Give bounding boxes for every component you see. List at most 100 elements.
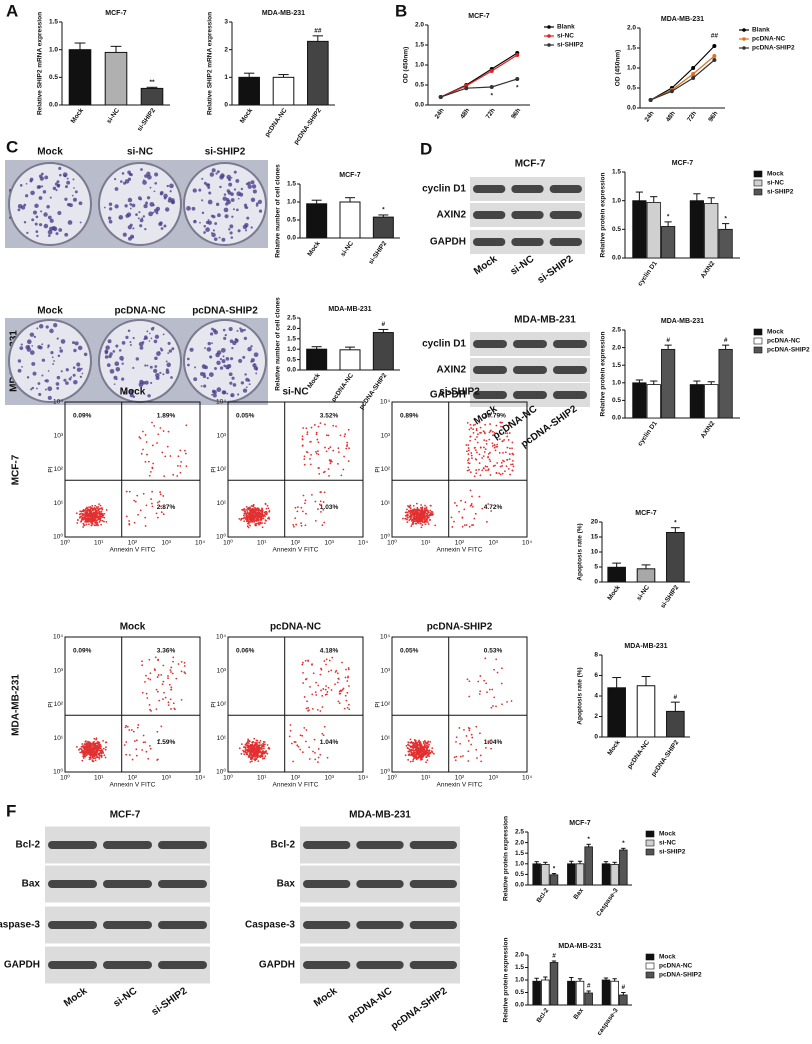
event	[291, 743, 293, 745]
event	[324, 492, 326, 494]
event	[422, 512, 424, 514]
significance: ##	[314, 28, 322, 35]
event	[470, 471, 472, 473]
event	[417, 754, 419, 756]
event	[257, 516, 259, 518]
event	[509, 453, 511, 455]
event	[480, 432, 482, 434]
bar	[141, 88, 163, 105]
y-tick-label: 4	[594, 693, 598, 700]
colony	[234, 171, 237, 174]
event	[251, 748, 253, 750]
event	[78, 749, 80, 751]
colony	[246, 217, 249, 220]
event	[460, 756, 462, 758]
event	[162, 698, 164, 700]
event	[415, 523, 417, 525]
event	[301, 664, 303, 666]
event	[311, 663, 313, 665]
event	[502, 452, 504, 454]
event	[480, 474, 482, 476]
event	[181, 670, 183, 672]
event	[243, 751, 245, 753]
event	[430, 505, 432, 507]
event	[481, 457, 483, 459]
colony	[224, 193, 226, 195]
event	[337, 447, 339, 449]
event	[470, 427, 472, 429]
colony	[242, 356, 245, 359]
y-tick-label: 10⁴	[380, 634, 390, 641]
event	[323, 734, 325, 736]
event	[310, 441, 312, 443]
colony	[238, 359, 242, 363]
event	[466, 735, 468, 737]
event	[267, 505, 269, 507]
colony	[193, 377, 197, 381]
event	[86, 742, 88, 744]
legend-label: pcDNA-SHIP2	[767, 347, 810, 354]
colony	[58, 355, 60, 357]
event	[458, 511, 460, 513]
event	[249, 761, 251, 763]
event	[85, 753, 87, 755]
event	[475, 513, 477, 515]
colony	[18, 204, 23, 209]
event	[408, 754, 410, 756]
event	[453, 521, 455, 523]
event	[97, 751, 99, 753]
colony	[41, 343, 43, 345]
event	[307, 451, 309, 453]
event	[318, 453, 320, 455]
colony	[58, 228, 62, 232]
colony	[59, 347, 61, 349]
colony	[46, 205, 50, 209]
event	[314, 424, 316, 426]
event	[100, 745, 102, 747]
colony	[120, 180, 123, 183]
event	[136, 739, 138, 741]
band	[48, 841, 97, 849]
colony	[53, 227, 58, 232]
colony	[187, 358, 190, 361]
colony	[152, 204, 154, 206]
event	[150, 471, 152, 473]
colony	[223, 329, 226, 332]
y-tick-label: 1.0	[415, 62, 424, 69]
event	[406, 511, 408, 513]
event	[248, 746, 250, 748]
y-axis-label: Relative protein expression	[600, 332, 607, 417]
event	[148, 461, 150, 463]
colony	[115, 345, 118, 348]
event	[324, 726, 326, 728]
event	[173, 702, 175, 704]
colony	[41, 374, 43, 376]
band	[303, 921, 350, 929]
event	[413, 751, 415, 753]
y-tick-label: 1.0	[49, 46, 58, 53]
event	[144, 741, 146, 743]
event	[93, 753, 95, 755]
event	[429, 515, 431, 517]
colony	[233, 383, 237, 387]
event	[309, 458, 311, 460]
blot-title: MDA-MB-231	[514, 315, 576, 326]
event	[169, 669, 171, 671]
event	[485, 448, 487, 450]
bar	[533, 864, 541, 885]
event	[256, 740, 258, 742]
event	[93, 757, 95, 759]
event	[411, 753, 413, 755]
quadrant-percent: 1.04%	[484, 739, 503, 746]
event	[472, 524, 474, 526]
colony	[229, 382, 232, 385]
colony	[219, 237, 221, 239]
event	[415, 756, 417, 758]
event	[496, 444, 498, 446]
bar	[705, 204, 718, 258]
y-tick-label: 2	[594, 713, 598, 720]
event	[434, 524, 436, 526]
colony	[57, 376, 60, 379]
colony	[202, 364, 207, 369]
event	[410, 510, 412, 512]
